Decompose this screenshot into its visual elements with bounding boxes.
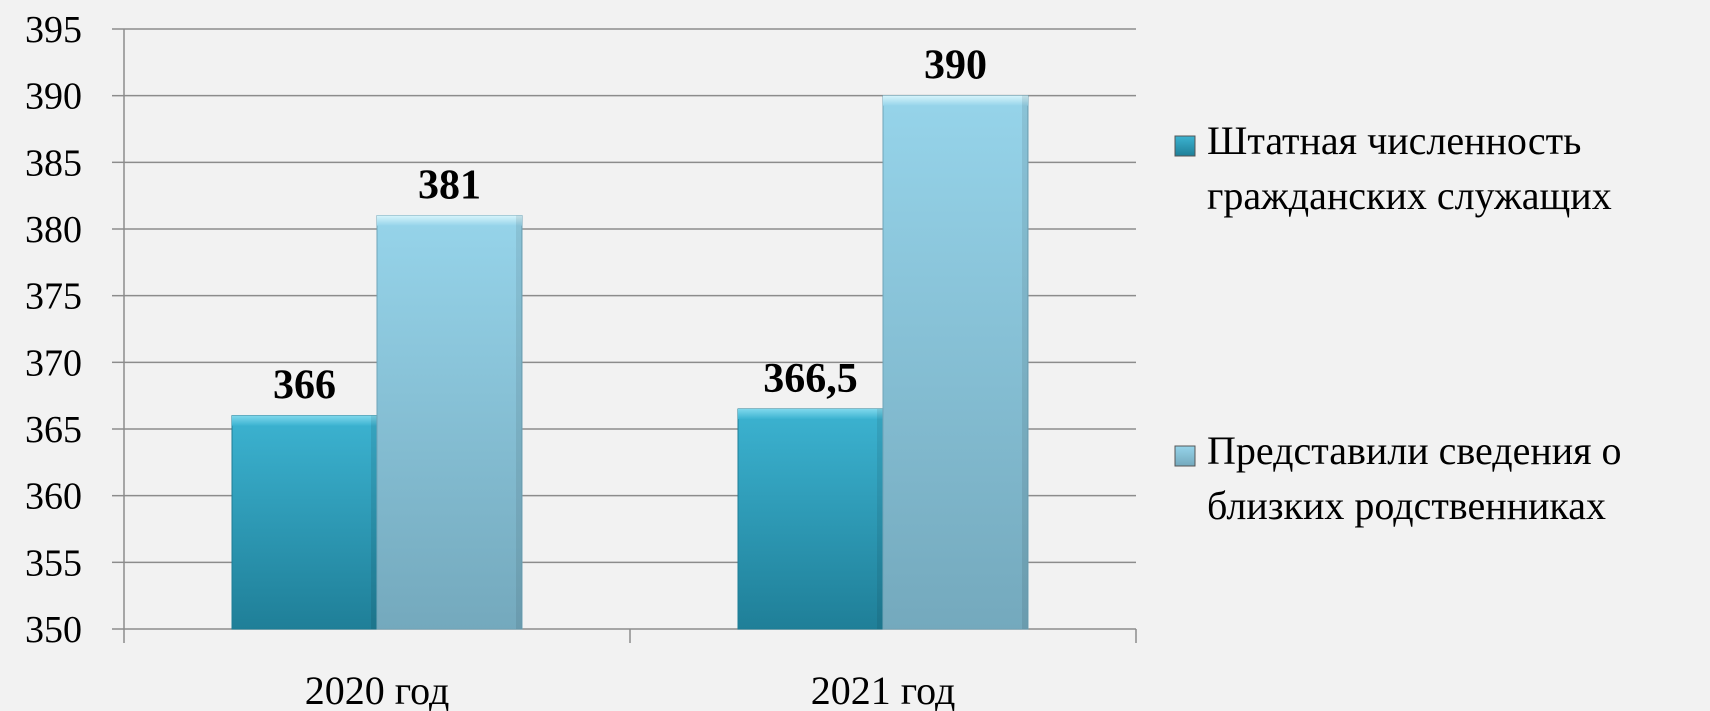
data-label: 366 [273, 363, 336, 409]
y-tick-label: 355 [25, 542, 82, 584]
bar [231, 415, 378, 630]
legend: Штатная численность гражданских служащих П… [1174, 118, 1622, 528]
bar-top-highlight [377, 215, 522, 226]
bar-top-highlight [883, 95, 1028, 106]
y-tick-label: 370 [25, 342, 82, 384]
legend-label: гражданских служащих [1207, 173, 1612, 218]
x-category-label: 2021 год [811, 668, 956, 711]
bar-side-shade [877, 409, 883, 629]
bars [231, 95, 1029, 630]
legend-swatch [1174, 135, 1196, 157]
bar [376, 215, 523, 630]
data-label: 381 [418, 163, 481, 209]
x-category-label: 2020 год [305, 668, 450, 711]
legend-swatch [1174, 445, 1196, 467]
legend-label: близких родственниках [1207, 483, 1606, 528]
bar [882, 95, 1029, 630]
bar-top-highlight [232, 415, 377, 426]
legend-label: Штатная численность [1207, 118, 1581, 163]
y-tick-label: 385 [25, 142, 82, 184]
bar [737, 408, 884, 630]
bar-side-shade [1022, 95, 1028, 629]
bar-side-shade [516, 215, 522, 629]
bar-top-highlight [738, 409, 883, 419]
y-tick-label: 395 [25, 9, 82, 51]
data-label: 366,5 [763, 356, 858, 402]
y-tick-label: 365 [25, 409, 82, 451]
y-tick-label: 390 [25, 76, 82, 118]
data-labels: 366 381 366,5 390 [273, 43, 987, 409]
y-tick-label: 360 [25, 476, 82, 518]
legend-label: Представили сведения о [1207, 428, 1622, 473]
data-label: 390 [924, 43, 987, 89]
y-tick-label: 380 [25, 209, 82, 251]
axes: 350 355 360 365 370 375 380 385 390 395 2020 год 20… [25, 9, 1137, 711]
y-tick-label: 350 [25, 609, 82, 651]
y-tick-label: 375 [25, 276, 82, 318]
bar-side-shade [371, 415, 377, 629]
